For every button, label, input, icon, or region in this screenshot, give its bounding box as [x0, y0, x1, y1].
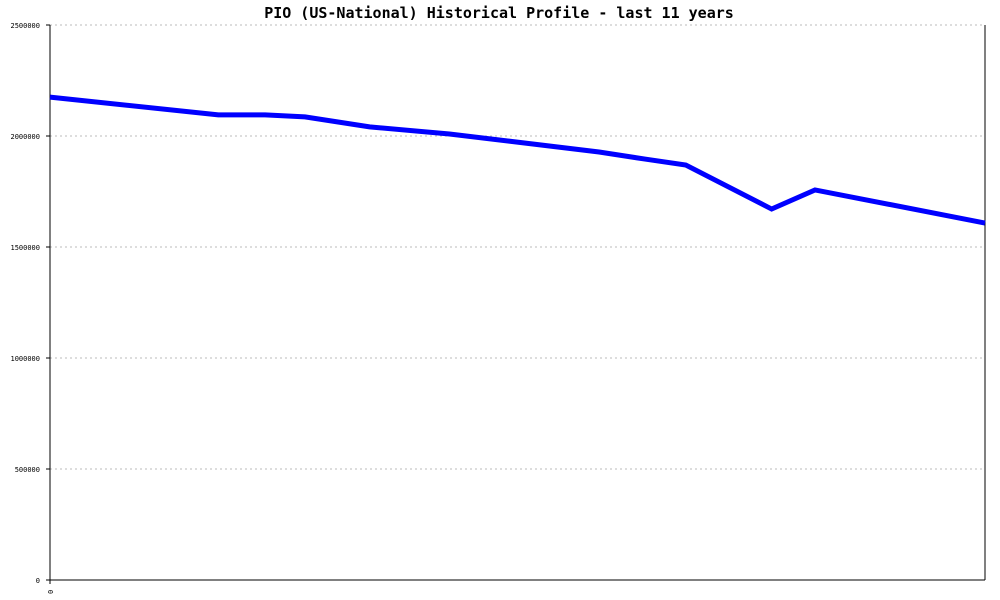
x-tick-label: 0 — [47, 590, 55, 594]
series-points — [49, 97, 986, 224]
y-axis-ticks: 0 500000 1000000 1500000 2000000 2500000 — [10, 22, 50, 585]
y-tick-label: 2500000 — [10, 22, 40, 30]
y-tick-label: 1500000 — [10, 244, 40, 252]
y-tick-label: 1000000 — [10, 355, 40, 363]
chart-title: PIO (US-National) Historical Profile - l… — [264, 4, 734, 22]
series-line — [49, 94, 986, 226]
grid — [50, 24, 985, 470]
y-tick-label: 500000 — [15, 466, 40, 474]
y-tick-label: 2000000 — [10, 133, 40, 141]
y-tick-label: 0 — [36, 577, 40, 585]
